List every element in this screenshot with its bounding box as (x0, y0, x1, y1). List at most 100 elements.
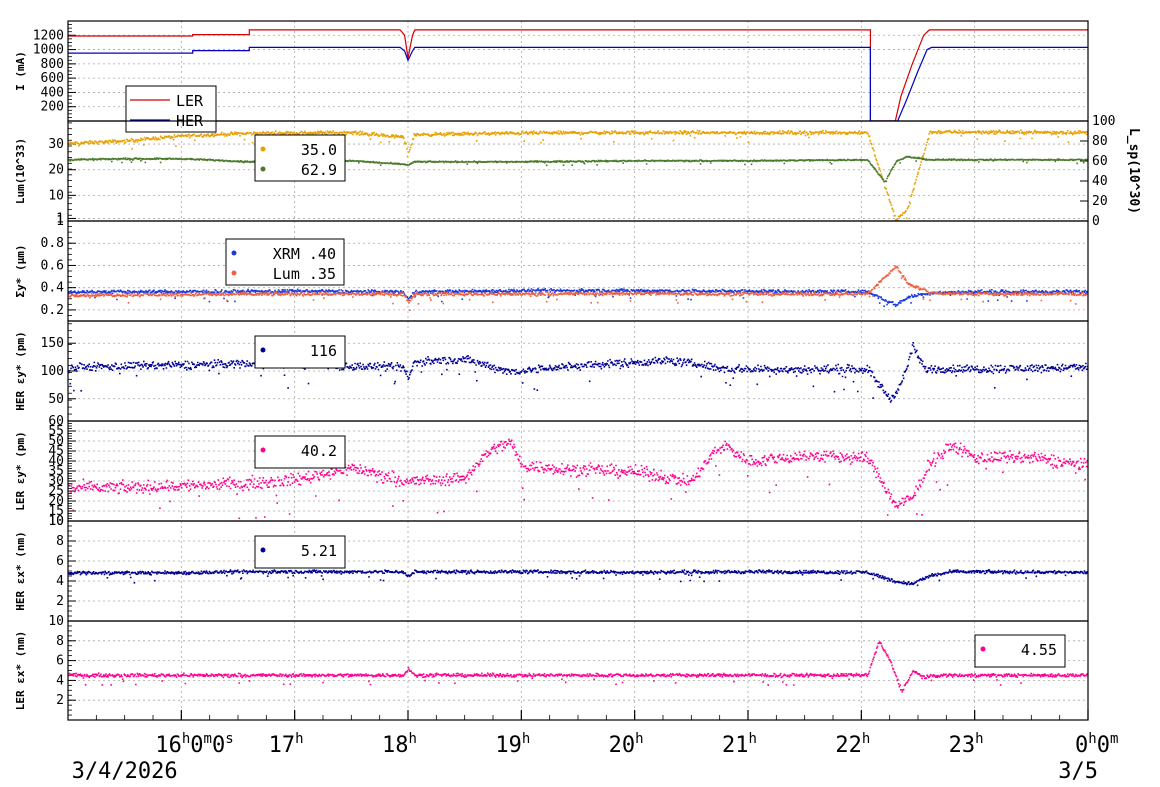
legend-label: 4.55 (1021, 641, 1057, 659)
y-axis-label: HER εx* (nm) (14, 531, 27, 610)
y-tick-label: 2 (56, 594, 64, 609)
y2-tick-label: 100 (1092, 114, 1115, 129)
y-tick-label: 10 (48, 514, 64, 529)
y-tick-label: 8 (56, 634, 64, 649)
y-tick-label: 1 (56, 211, 64, 226)
legend-label: 35.0 (301, 141, 337, 159)
x-tick-label: 18h (382, 731, 417, 758)
legend-box (254, 535, 346, 569)
series-markers (68, 569, 1088, 587)
legend-swatch-dot (260, 166, 266, 172)
y-tick-label: 10 (48, 514, 64, 529)
panel-frame (67, 620, 1089, 721)
panel-frame (67, 20, 1089, 122)
y2-tick-label: 0 (1092, 214, 1100, 229)
legend-label: 40.2 (301, 442, 337, 460)
y-axis-label: HER εy* (pm) (14, 331, 27, 410)
y-axis-label: LER εy* (pm) (14, 431, 27, 510)
x-tick-label: 17h (269, 731, 304, 758)
y-tick-label: 25 (48, 484, 64, 499)
series-line (68, 29, 1088, 121)
legend-label: Lum .35 (273, 265, 336, 283)
y-tick-label: 45 (48, 444, 64, 459)
legend-label: LER (176, 92, 204, 110)
x-date-label: 3/4/2026 (72, 759, 178, 782)
x-tick-label: 22h (835, 731, 870, 758)
legend-swatch-dot (260, 146, 266, 152)
y-tick-label: 0.6 (41, 258, 64, 273)
y-tick-label: 20 (48, 163, 64, 178)
series-markers (68, 155, 1088, 183)
y-tick-label: 50 (48, 434, 64, 449)
y-tick-label: 30 (48, 474, 64, 489)
y-tick-label: 0.8 (41, 236, 64, 251)
series-markers (68, 129, 1088, 221)
series-markers (68, 287, 1088, 307)
y-tick-label: 2 (56, 693, 64, 708)
y-axis-label: LER εx* (nm) (14, 631, 27, 710)
legend-swatch-dot (231, 270, 237, 276)
y-tick-label: 600 (41, 71, 64, 86)
y2-tick-label: 40 (1092, 174, 1108, 189)
panel-frame (67, 220, 1089, 322)
legend-box (254, 335, 346, 369)
x-tick-label: 20h (609, 731, 644, 758)
y-tick-label: 400 (41, 85, 64, 100)
legend-swatch-dot (260, 347, 266, 353)
y-tick-label: 0.2 (41, 303, 64, 318)
y-tick-label: 50 (48, 392, 64, 407)
y-tick-label: 55 (48, 424, 64, 439)
y-tick-label: 0.4 (41, 281, 65, 296)
y-axis-label: Σy* (μm) (14, 245, 27, 298)
y-tick-label: 800 (41, 57, 64, 72)
x-tick-label: 0h0m (1075, 731, 1118, 758)
y-tick-label: 200 (41, 100, 64, 115)
legend-box (254, 435, 346, 469)
x-tick-label: 23h (949, 731, 984, 758)
x-tick-label: 19h (495, 731, 530, 758)
series-line (68, 46, 1088, 121)
x-tick-label: 16h0m0s (155, 731, 233, 758)
y-tick-label: 6 (56, 654, 64, 669)
y2-tick-label: 60 (1092, 154, 1108, 169)
legend-label: 116 (310, 342, 337, 360)
legend-label: 62.9 (301, 161, 337, 179)
y2-tick-label: 20 (1092, 194, 1108, 209)
series-markers (68, 265, 1088, 311)
series-markers (68, 342, 1088, 403)
y-tick-label: 8 (56, 534, 64, 549)
y-tick-label: 15 (48, 504, 64, 519)
y-tick-label: 100 (41, 364, 64, 379)
x-date-label: 3/5 (1058, 759, 1098, 782)
y2-axis-label: L_sp(10^30) (1126, 128, 1141, 214)
y-axis-label: I (mA) (14, 51, 27, 91)
legend-box (974, 634, 1066, 668)
legend-box (125, 85, 217, 133)
y-tick-label: 1 (56, 214, 64, 229)
x-tick-label: 21h (722, 731, 757, 758)
y-tick-label: 1000 (33, 43, 64, 58)
panel-frame (67, 120, 1089, 222)
y-tick-label: 10 (48, 188, 64, 203)
legend-swatch-dot (260, 547, 266, 553)
y-tick-label: 4 (56, 574, 64, 589)
y-tick-label: 40 (48, 454, 64, 469)
y2-tick-label: 80 (1092, 134, 1108, 149)
legend-box (254, 134, 346, 182)
legend-label: XRM .40 (273, 245, 336, 263)
series-markers (68, 641, 1088, 693)
legend-box (225, 238, 345, 286)
y-tick-label: 6 (56, 554, 64, 569)
y-tick-label: 150 (41, 336, 64, 351)
y-axis-label: Lum(10^33) (14, 138, 27, 204)
legend-swatch-dot (980, 646, 986, 652)
y-tick-label: 4 (56, 673, 64, 688)
legend-swatch-dot (260, 447, 266, 453)
y-tick-label: 1200 (33, 28, 64, 43)
legend-label: 5.21 (301, 542, 337, 560)
y-tick-label: 35 (48, 464, 64, 479)
legend-swatch-dot (231, 250, 237, 256)
y-tick-label: 60 (48, 414, 64, 429)
